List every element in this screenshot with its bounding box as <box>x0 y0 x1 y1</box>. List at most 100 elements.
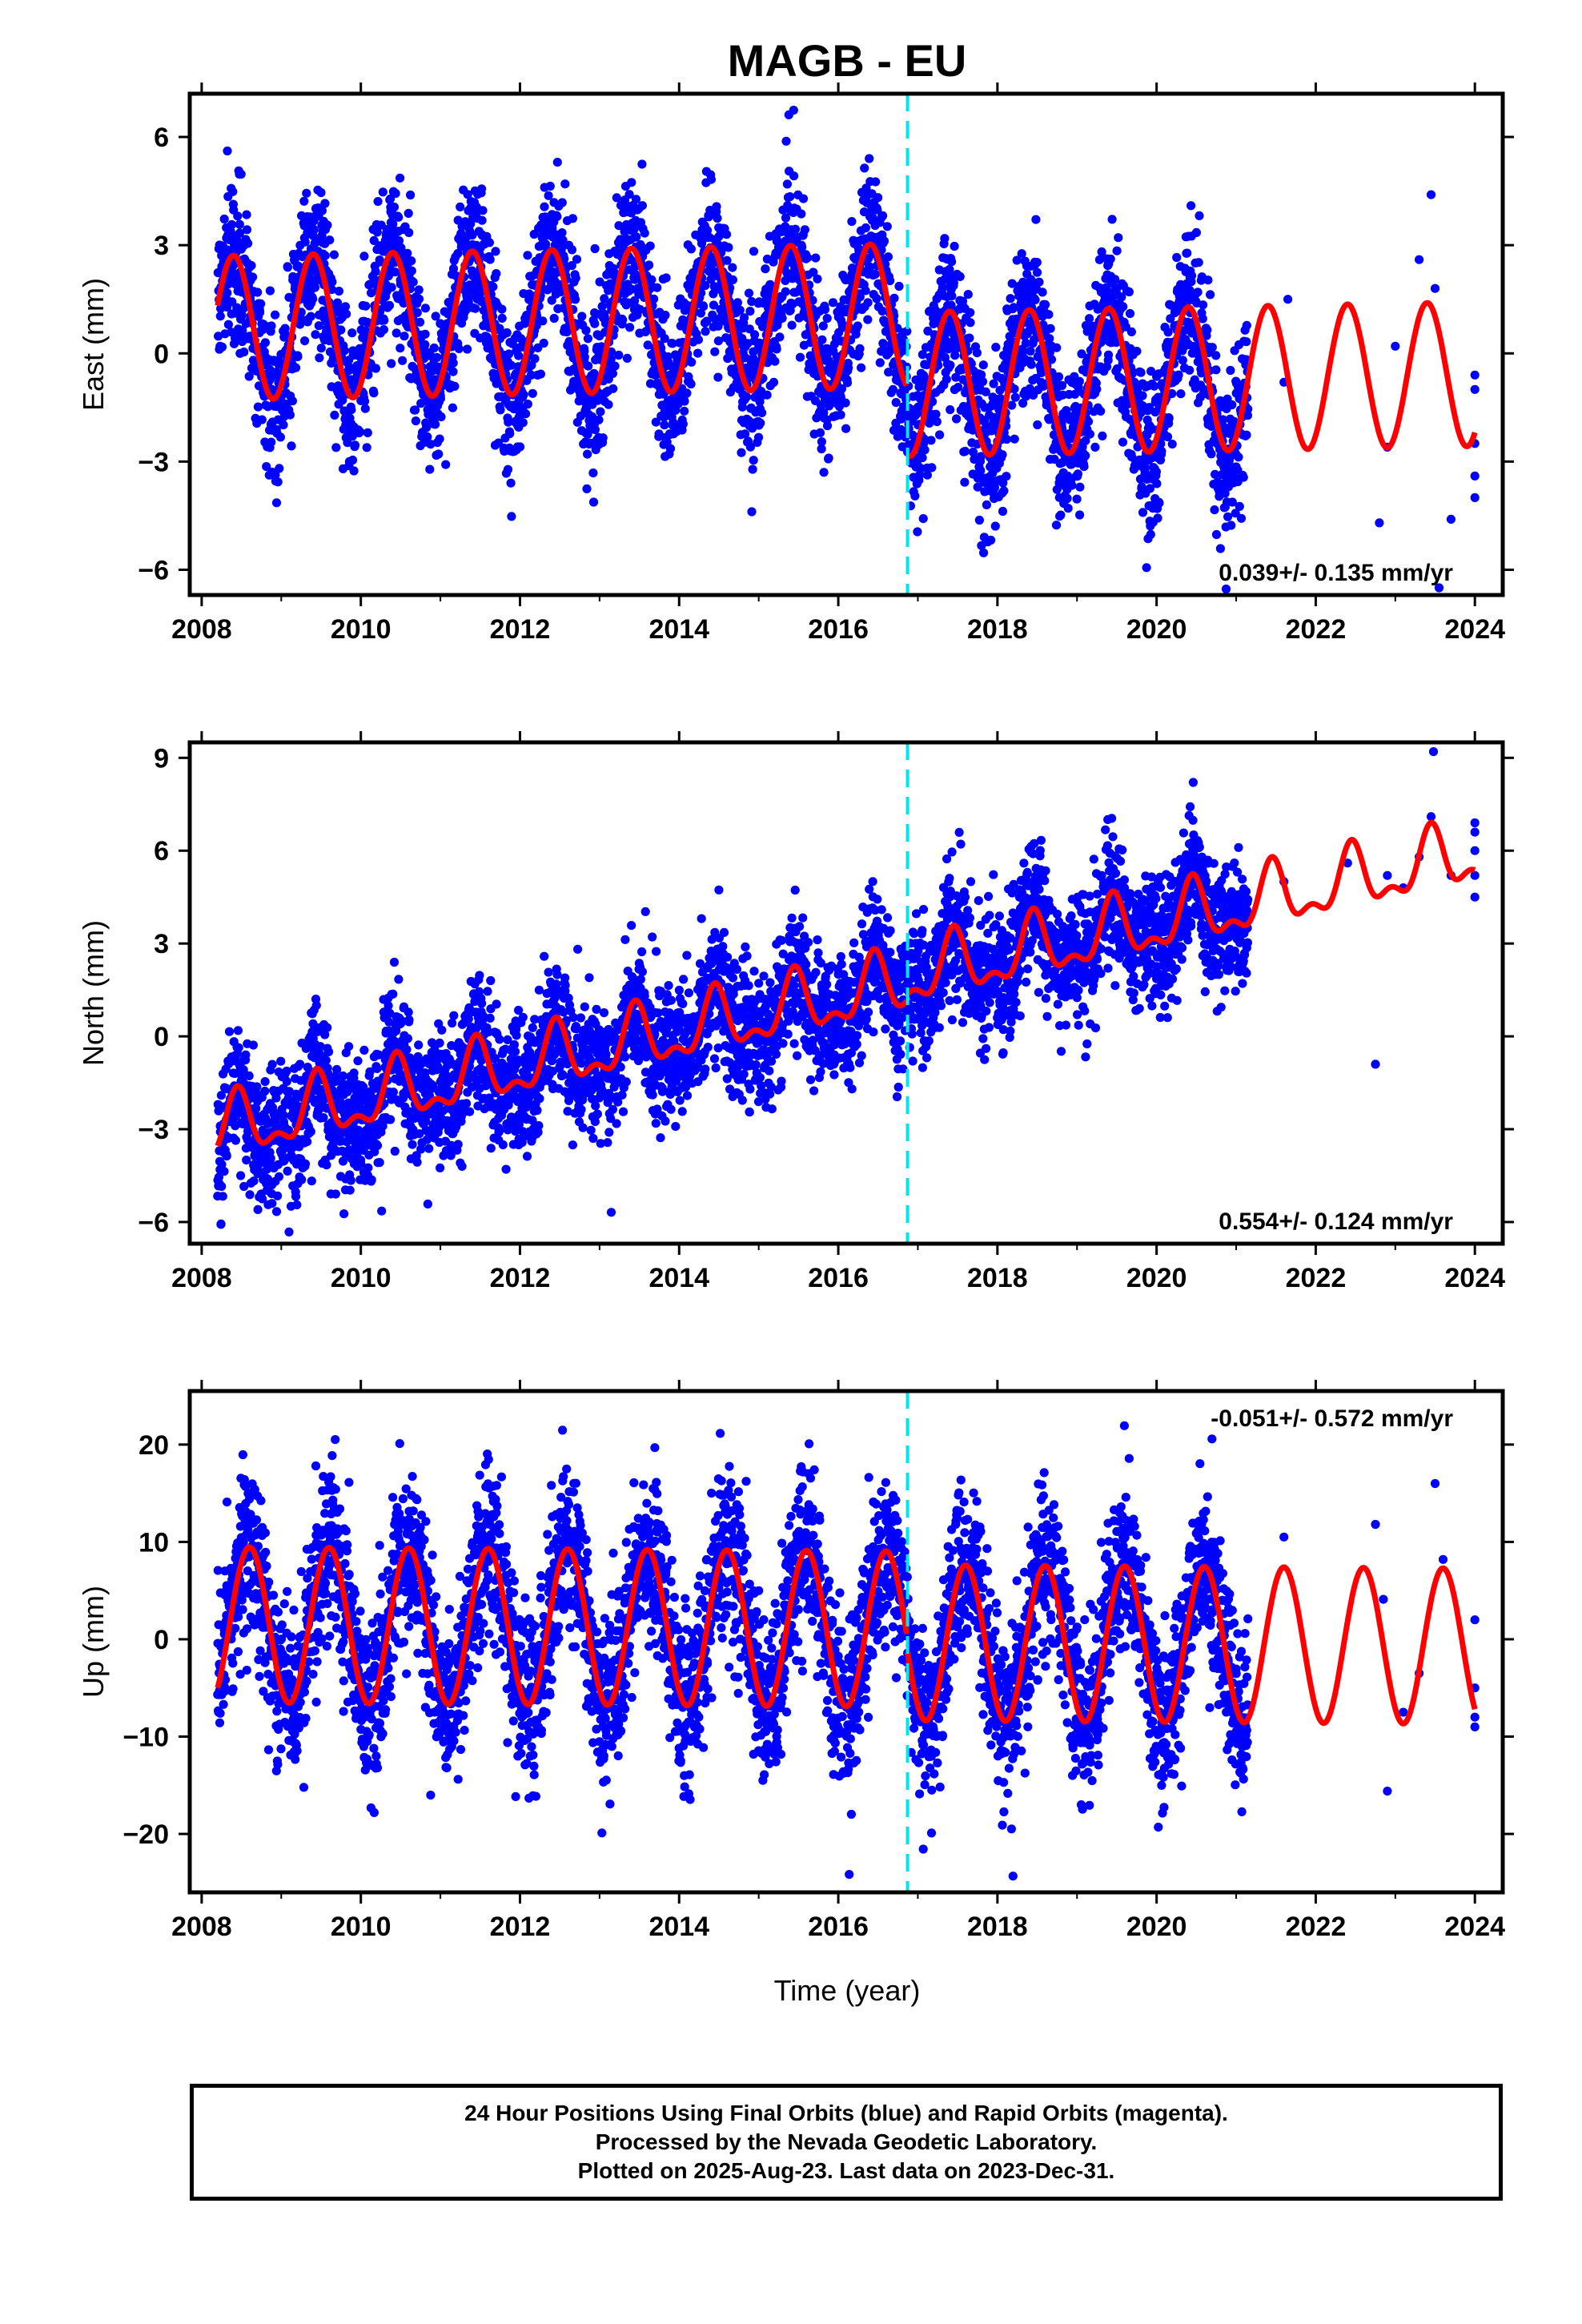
data-point <box>772 344 781 354</box>
data-point <box>875 358 885 368</box>
data-point <box>271 310 280 320</box>
data-point <box>299 196 309 206</box>
data-point <box>297 1175 307 1184</box>
data-point <box>404 208 413 218</box>
data-point <box>360 404 370 413</box>
data-point <box>407 256 416 266</box>
data-point <box>878 211 888 220</box>
data-point <box>347 405 356 415</box>
data-point <box>595 277 604 287</box>
data-point <box>728 263 737 272</box>
data-point <box>320 251 330 260</box>
data-point <box>1203 275 1213 285</box>
model-curve-after <box>905 300 1478 460</box>
data-point <box>940 234 950 243</box>
data-point <box>1106 254 1115 263</box>
data-point <box>577 312 587 321</box>
data-point <box>624 190 634 199</box>
data-point <box>560 179 570 189</box>
data-point <box>292 1200 302 1210</box>
data-point <box>267 1199 277 1208</box>
data-point <box>1067 480 1077 490</box>
figure-title: MAGB - EU <box>728 35 967 86</box>
data-point <box>471 304 480 313</box>
data-point <box>870 269 880 279</box>
data-point <box>1186 271 1197 280</box>
data-point <box>311 1000 321 1010</box>
data-point <box>1211 351 1221 360</box>
data-point <box>544 191 553 200</box>
x-tick-label: 2012 <box>490 614 551 645</box>
data-point <box>347 328 357 338</box>
data-point <box>315 353 324 363</box>
data-point <box>557 228 567 238</box>
data-point <box>1125 308 1135 319</box>
data-point <box>1073 469 1082 479</box>
data-point <box>1470 493 1480 503</box>
data-point <box>1470 384 1480 394</box>
data-point <box>279 420 288 430</box>
data-point <box>986 535 996 545</box>
data-point <box>958 401 969 412</box>
data-point <box>461 305 471 315</box>
data-point <box>454 344 464 353</box>
data-point <box>753 432 764 442</box>
data-point <box>588 412 597 421</box>
data-point <box>329 250 339 259</box>
data-point <box>448 263 459 273</box>
data-point <box>1006 294 1015 304</box>
data-point <box>770 356 780 366</box>
data-point <box>947 257 957 267</box>
data-point <box>739 313 749 323</box>
data-point <box>974 515 984 525</box>
data-point <box>1094 255 1104 264</box>
data-point <box>960 477 970 487</box>
data-point <box>631 195 641 204</box>
data-point <box>1041 300 1050 309</box>
data-point <box>558 235 568 245</box>
data-point <box>306 312 315 321</box>
data-point <box>248 1040 258 1050</box>
data-point <box>434 449 444 459</box>
data-point <box>902 327 912 336</box>
data-point <box>597 302 607 312</box>
data-point <box>219 1167 229 1176</box>
data-point <box>552 158 562 167</box>
data-point <box>981 387 990 396</box>
data-point <box>932 417 942 427</box>
data-point <box>526 370 536 380</box>
data-point <box>750 330 760 340</box>
data-point <box>317 206 327 215</box>
data-point <box>274 1172 284 1181</box>
data-point <box>1167 388 1177 399</box>
data-point <box>244 372 254 381</box>
data-point <box>855 292 865 302</box>
data-point <box>1037 368 1046 378</box>
data-point <box>521 409 531 419</box>
data-point <box>606 354 616 364</box>
data-point <box>1030 295 1040 304</box>
data-point <box>355 427 365 436</box>
data-point <box>582 484 592 494</box>
data-point <box>922 470 932 480</box>
data-point <box>369 388 379 398</box>
data-point <box>877 306 887 316</box>
data-point <box>1211 365 1221 375</box>
data-point <box>232 303 242 312</box>
data-point <box>514 351 524 360</box>
data-point <box>917 350 927 360</box>
data-point <box>407 266 416 275</box>
data-point <box>745 442 756 452</box>
data-point <box>1430 283 1440 293</box>
data-point <box>824 453 833 463</box>
data-point <box>702 316 712 326</box>
data-point <box>647 275 656 284</box>
data-point <box>1077 349 1086 359</box>
data-point <box>346 1176 355 1185</box>
data-point <box>1157 446 1166 456</box>
data-point <box>1145 484 1155 493</box>
data-point <box>523 251 532 260</box>
data-point <box>260 1077 270 1087</box>
data-point <box>979 548 989 557</box>
data-point <box>502 328 512 338</box>
